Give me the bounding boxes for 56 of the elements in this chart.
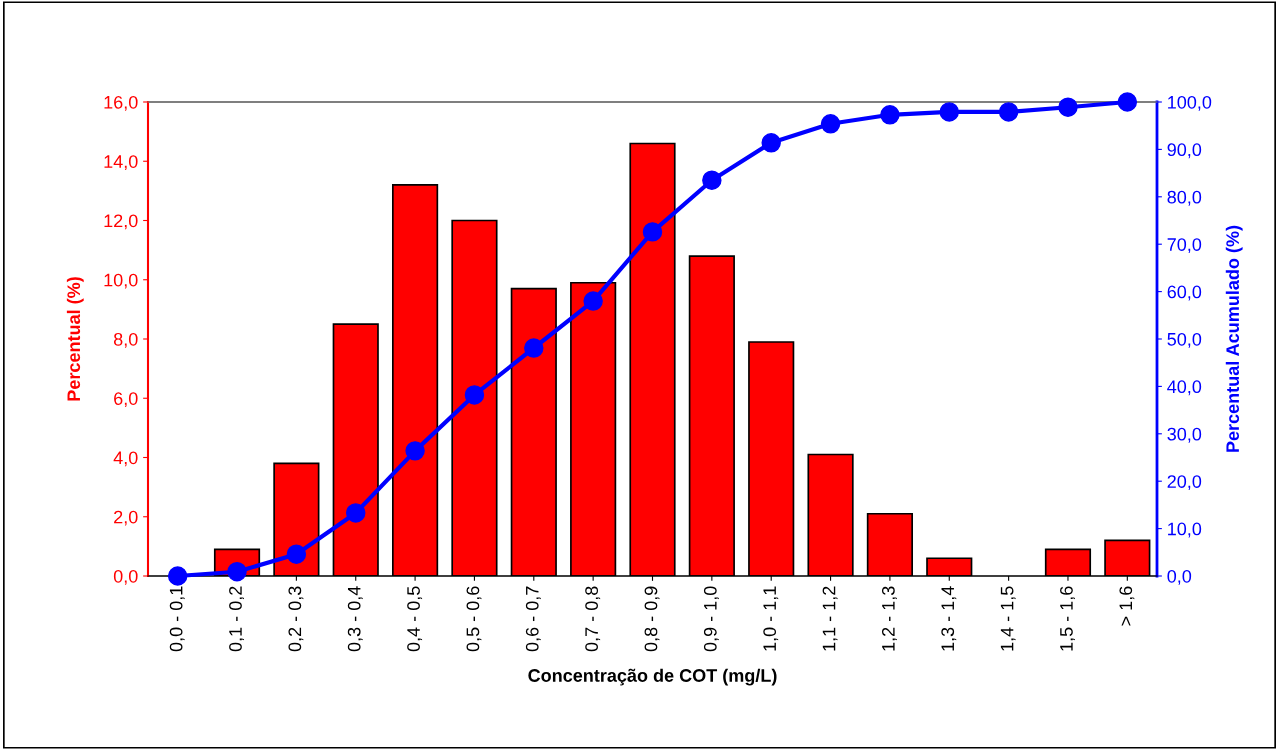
x-tick-label: 0,1 - 0,2	[229, 586, 245, 652]
y2-tick-label: 20,0	[1167, 475, 1202, 491]
y-tick-label: 8,0	[113, 332, 138, 348]
point	[761, 133, 781, 153]
y2-tick-label: 30,0	[1167, 427, 1202, 443]
x-tick-label: 1,0 - 1,1	[763, 586, 779, 651]
x-tick-label: 1,5 - 1,6	[1060, 586, 1075, 651]
point	[583, 291, 603, 311]
point	[524, 338, 544, 358]
y2-axis-title: Percentual Acumulado (%)	[1225, 225, 1243, 452]
x-tick-label: 0,6 - 0,7	[525, 586, 541, 652]
x-tick-label: > 1,6	[1119, 586, 1135, 626]
x-tick-label: 1,4 - 1,5	[1000, 586, 1016, 651]
y-tick-label: 0,0	[113, 569, 138, 585]
point	[1117, 92, 1138, 112]
point	[286, 544, 307, 564]
y2-tick-label: 50,0	[1167, 332, 1202, 348]
y2-tick-label: 90,0	[1167, 143, 1202, 159]
point	[346, 503, 366, 523]
point	[642, 222, 663, 242]
point	[167, 566, 188, 586]
x-tick-label: 0,9 - 1,0	[703, 586, 719, 652]
point	[820, 114, 841, 134]
x-tick-label: 0,5 - 0,6	[466, 586, 482, 652]
y-tick-label: 16,0	[104, 95, 138, 111]
x-tick-label: 0,0 - 0,1	[169, 586, 185, 652]
x-tick-label: 0,2 - 0,3	[288, 586, 304, 652]
y-tick-label: 10,0	[104, 273, 138, 289]
x-tick-label: 1,2 - 1,3	[881, 586, 897, 651]
x-tick-label: 0,7 - 0,8	[585, 586, 601, 652]
x-tick-label: 0,8 - 0,9	[644, 586, 660, 652]
x-tick-label: 1,1 - 1,2	[822, 586, 838, 651]
point	[1058, 97, 1078, 117]
point	[702, 170, 722, 190]
point	[464, 385, 485, 405]
y2-tick-label: 80,0	[1167, 190, 1202, 206]
y-tick-label: 2,0	[114, 510, 138, 526]
x-tick-label: 0,4 - 0,5	[407, 586, 423, 652]
point	[405, 441, 425, 461]
point	[939, 102, 959, 122]
y2-tick-label: 60,0	[1167, 285, 1202, 301]
y2-tick-label: 40,0	[1167, 380, 1202, 396]
y-tick-label: 12,0	[104, 214, 138, 230]
x-axis-title: Concentração de COT (mg/L)	[528, 668, 777, 686]
point	[998, 102, 1019, 122]
y2-tick-label: 70,0	[1167, 238, 1202, 254]
y-tick-label: 4,0	[113, 451, 138, 467]
y-tick-label: 6,0	[114, 392, 138, 408]
point	[880, 105, 900, 125]
y2-tick-label: 10,0	[1168, 522, 1202, 538]
x-tick-label: 1,3 - 1,4	[941, 586, 957, 651]
y2-tick-label: 100,0	[1168, 95, 1212, 111]
y2-tick-label: 0,0	[1167, 569, 1192, 585]
y-tick-label: 14,0	[104, 155, 138, 171]
y-axis-title: Percentual (%)	[66, 277, 84, 401]
x-tick-label: 0,3 - 0,4	[347, 586, 363, 652]
